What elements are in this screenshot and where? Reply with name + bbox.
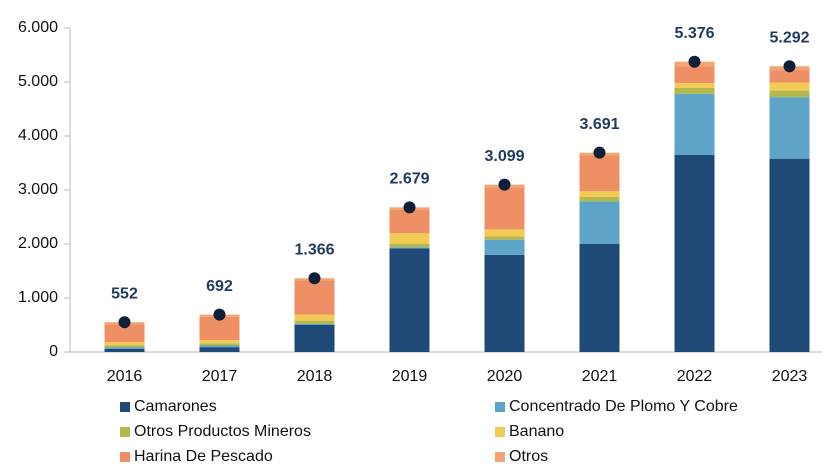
bar-segment: [484, 187, 525, 230]
legend-label: Otros: [509, 448, 548, 464]
total-label: 3.099: [484, 148, 524, 165]
bar-segment: [484, 229, 525, 237]
y-tick-label: 5.000: [18, 73, 58, 90]
y-tick-label: 2.000: [18, 235, 58, 252]
bar-segment: [769, 97, 810, 159]
bar-segment: [199, 347, 240, 352]
bar-segment: [294, 323, 335, 325]
total-label: 5.292: [769, 29, 809, 46]
x-tick-label: 2018: [297, 368, 333, 385]
bar-segment: [104, 347, 145, 349]
legend-swatch: [495, 427, 505, 437]
bar-segment: [579, 244, 620, 352]
bar-segment: [674, 83, 715, 88]
bar-segment: [199, 343, 240, 346]
bar-segment: [389, 248, 430, 352]
legend-label: Banano: [509, 423, 564, 440]
y-tick-label: 0: [49, 343, 58, 360]
bar-segment: [579, 191, 620, 198]
total-marker: [593, 146, 606, 159]
bar-segment: [769, 158, 810, 352]
bar-segment: [674, 93, 715, 155]
bar-segment: [769, 90, 810, 98]
bar-segment: [484, 239, 525, 255]
y-tick-label: 6.000: [18, 19, 58, 36]
legend-swatch: [120, 427, 130, 437]
total-marker: [213, 308, 226, 321]
bar-segment: [389, 233, 430, 244]
x-tick-label: 2016: [107, 368, 143, 385]
bar-segment: [199, 345, 240, 348]
y-tick-label: 4.000: [18, 127, 58, 144]
bar-segment: [294, 280, 335, 315]
total-label: 692: [206, 278, 233, 295]
x-tick-label: 2017: [202, 368, 238, 385]
total-label: 2.679: [389, 171, 429, 188]
total-marker: [118, 316, 131, 329]
total-marker: [688, 55, 701, 68]
bar-segment: [389, 209, 430, 234]
bar-segment: [389, 247, 430, 249]
legend-swatch: [495, 402, 505, 412]
legend-swatch: [120, 402, 130, 412]
bar-segment: [579, 155, 620, 192]
total-label: 3.691: [579, 116, 619, 133]
legend-label: Harina De Pescado: [134, 448, 273, 464]
total-label: 552: [111, 285, 138, 302]
total-marker: [308, 272, 321, 285]
bar-segment: [199, 340, 240, 344]
bar-segment: [674, 66, 715, 84]
bar-segment: [389, 244, 430, 248]
bar-segment: [579, 201, 620, 244]
bar-segment: [104, 342, 145, 346]
x-tick-label: 2020: [487, 368, 523, 385]
bar-segment: [769, 70, 810, 83]
bar-segment: [484, 236, 525, 240]
total-label: 5.376: [674, 25, 714, 42]
bar-segment: [484, 254, 525, 352]
y-tick-label: 1.000: [18, 289, 58, 306]
total-marker: [783, 60, 796, 73]
bar-segment: [579, 197, 620, 202]
bar-segment: [104, 324, 145, 343]
bar-segment: [294, 320, 335, 324]
x-tick-label: 2021: [582, 368, 618, 385]
x-tick-label: 2023: [772, 368, 808, 385]
legend-label: Camarones: [134, 398, 217, 415]
x-tick-label: 2019: [392, 368, 428, 385]
bar-segment: [769, 82, 810, 91]
bar-segment: [294, 325, 335, 352]
bar-segment: [674, 154, 715, 352]
legend-label: Otros Productos Mineros: [134, 423, 311, 440]
legend-swatch: [120, 452, 130, 462]
legend-label: Concentrado De Plomo Y Cobre: [509, 398, 738, 415]
bar-segment: [674, 87, 715, 94]
x-tick-label: 2022: [677, 368, 713, 385]
bar-segment: [199, 316, 240, 341]
total-marker: [498, 178, 511, 191]
y-tick-label: 3.000: [18, 181, 58, 198]
bar-segment: [104, 348, 145, 352]
bar-segment: [104, 345, 145, 348]
legend-swatch: [495, 452, 505, 462]
bar-segment: [294, 314, 335, 321]
total-marker: [403, 201, 416, 214]
total-label: 1.366: [294, 241, 334, 258]
